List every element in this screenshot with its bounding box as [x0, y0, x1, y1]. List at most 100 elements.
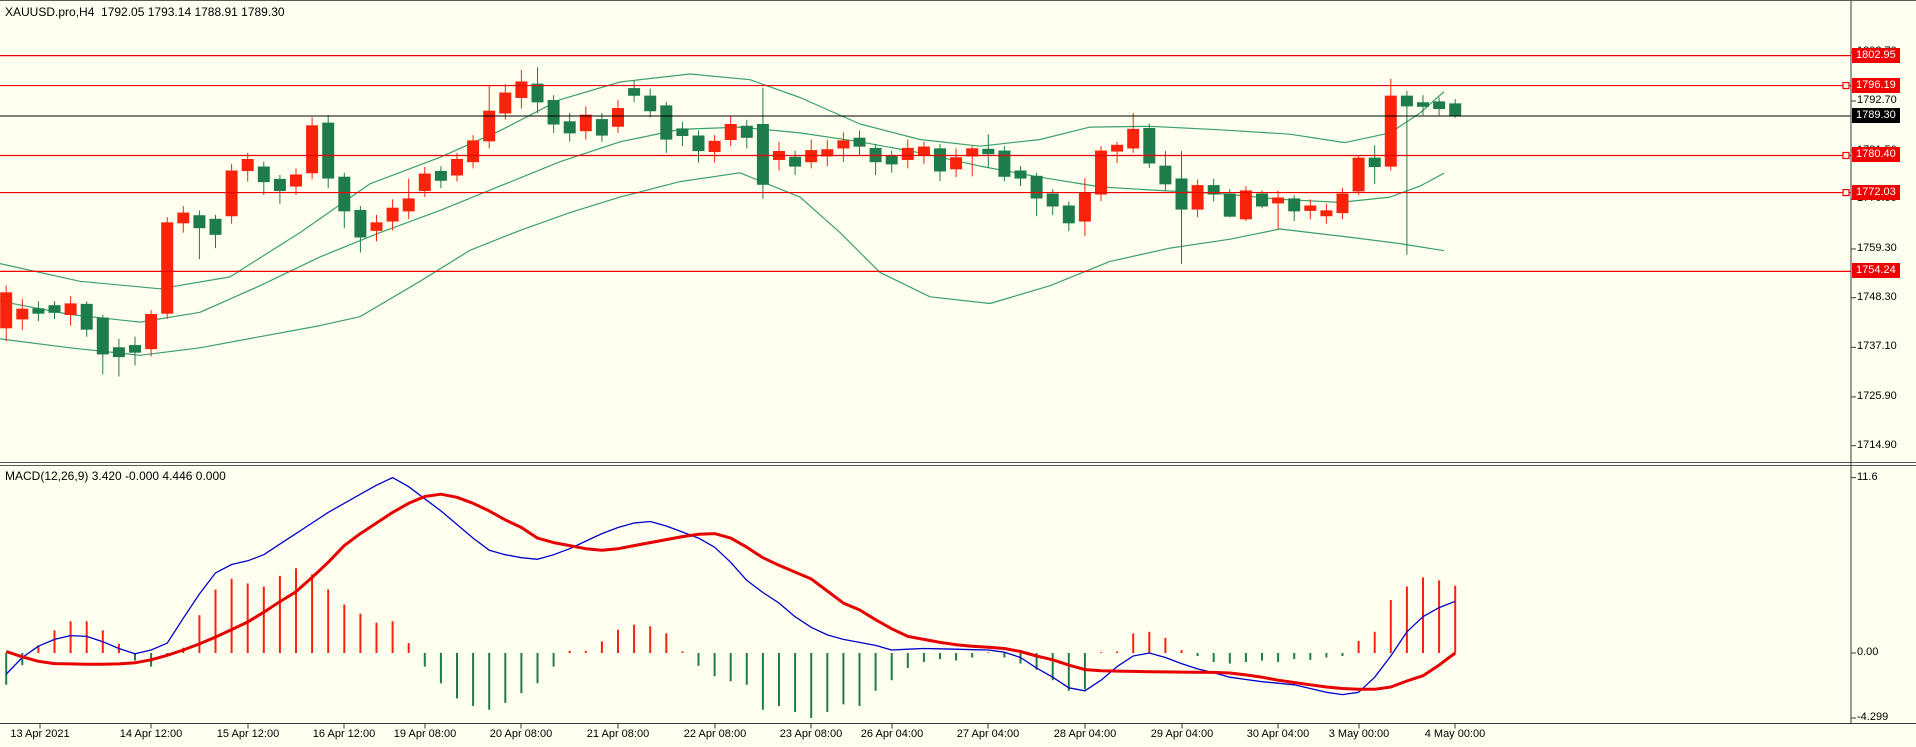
- bull-candle: [1095, 150, 1107, 195]
- bull-candle: [1191, 185, 1204, 210]
- bear-candle: [740, 125, 753, 138]
- bull-candle: [1078, 192, 1091, 222]
- macd-tick-label: 0.00: [1857, 646, 1879, 658]
- bear-candle: [628, 88, 641, 96]
- bull-candle: [950, 157, 963, 170]
- bear-candle: [644, 95, 657, 112]
- time-axis-label: 3 May 00:00: [1328, 728, 1390, 740]
- bull-candle: [16, 308, 29, 320]
- bear-candle: [322, 122, 335, 179]
- bull-candle: [225, 170, 238, 217]
- bear-candle: [885, 155, 898, 165]
- bear-candle: [434, 170, 447, 181]
- price-tick-label: 1737.10: [1857, 340, 1897, 353]
- bull-candle: [612, 108, 624, 127]
- bull-candle: [515, 81, 528, 98]
- bear-candle: [1433, 101, 1446, 110]
- bull-candle: [805, 150, 818, 163]
- bear-candle: [676, 128, 689, 137]
- bull-candle: [306, 125, 319, 174]
- bear-candle: [1223, 193, 1236, 217]
- sr-line-handle: [1842, 188, 1850, 197]
- bear-candle: [1046, 193, 1059, 207]
- time-axis-label: 26 Apr 04:00: [860, 728, 924, 740]
- bear-candle: [32, 308, 45, 314]
- price-tick-label: 1759.30: [1857, 241, 1897, 254]
- bear-candle: [982, 148, 995, 155]
- bear-candle: [789, 156, 802, 167]
- bear-candle: [1175, 178, 1188, 210]
- bear-candle: [1207, 185, 1220, 195]
- time-axis-label: 23 Apr 08:00: [779, 728, 843, 740]
- bull-candle: [1111, 144, 1124, 152]
- bear-candle: [1030, 175, 1043, 199]
- sr-line-handle: [1842, 151, 1850, 160]
- sr-price-tag: 1780.40: [1852, 147, 1900, 163]
- price-tick-label: 1748.30: [1857, 290, 1897, 303]
- time-axis-label: 28 Apr 04:00: [1053, 728, 1117, 740]
- bull-candle: [966, 148, 979, 157]
- time-axis-label: 16 Apr 12:00: [312, 728, 376, 740]
- bear-candle: [1400, 95, 1413, 107]
- sr-price-tag: 1772.03: [1852, 184, 1900, 200]
- bear-candle: [1256, 193, 1268, 207]
- time-axis-label: 22 Apr 08:00: [683, 728, 747, 740]
- bull-candle: [418, 173, 431, 191]
- macd-tick-label: -4.299: [1857, 711, 1889, 723]
- bull-candle: [177, 212, 190, 224]
- bull-candle: [370, 222, 383, 231]
- bear-candle: [129, 345, 141, 353]
- bear-candle: [1449, 103, 1462, 117]
- bull-candle: [161, 222, 174, 314]
- bull-candle: [1272, 197, 1285, 204]
- time-axis-label: 15 Apr 12:00: [216, 728, 280, 740]
- macd-tick-label: 11.6: [1857, 470, 1878, 483]
- time-axis-label: 30 Apr 04:00: [1246, 728, 1310, 740]
- bull-candle: [483, 110, 496, 142]
- bollinger-lower-band: [0, 172, 1445, 356]
- bull-candle: [64, 303, 77, 316]
- bear-candle: [660, 105, 673, 140]
- bear-candle: [756, 123, 769, 185]
- bear-candle: [595, 119, 608, 136]
- bull-candle: [837, 140, 850, 149]
- bull-candle: [708, 140, 721, 153]
- bear-candle: [80, 303, 93, 330]
- time-axis-label: 21 Apr 08:00: [586, 728, 650, 740]
- time-axis-label: 4 May 00:00: [1424, 728, 1486, 740]
- bull-candle: [241, 158, 254, 172]
- bear-candle: [48, 305, 61, 313]
- bull-candle: [901, 147, 914, 160]
- sr-price-tag: 1754.24: [1852, 263, 1900, 279]
- macd-indicator-header: MACD(12,26,9) 3.420 -0.000 4.446 0.000: [5, 469, 226, 483]
- bear-candle: [547, 100, 560, 125]
- bull-candle: [724, 123, 737, 141]
- sr-price-tag: 1796.19: [1852, 77, 1900, 93]
- bear-candle: [853, 137, 866, 147]
- bull-candle: [1304, 205, 1317, 211]
- bear-candle: [1143, 127, 1156, 164]
- bull-candle: [1352, 157, 1365, 192]
- bull-candle: [917, 146, 930, 156]
- sr-price-tag: 1802.95: [1852, 47, 1900, 63]
- bull-candle: [1320, 210, 1333, 217]
- bear-candle: [112, 347, 125, 358]
- bull-candle: [290, 174, 302, 187]
- bear-candle: [1417, 102, 1429, 107]
- price-tick-label: 1725.90: [1857, 389, 1897, 402]
- bear-candle: [354, 209, 367, 238]
- bear-candle: [338, 176, 351, 212]
- bid-price-tag: 1789.30: [1852, 108, 1900, 124]
- price-tick-label: 1714.90: [1857, 438, 1897, 451]
- bollinger-upper-band: [0, 73, 1445, 290]
- bull-candle: [1384, 95, 1397, 167]
- bear-candle: [1062, 205, 1075, 224]
- bear-candle: [193, 215, 206, 229]
- bull-candle: [402, 198, 415, 212]
- bull-candle: [386, 207, 399, 222]
- bollinger-middle-band: [0, 126, 1445, 323]
- time-axis-label: 20 Apr 08:00: [489, 728, 553, 740]
- price-tick-label: 1792.70: [1857, 94, 1897, 106]
